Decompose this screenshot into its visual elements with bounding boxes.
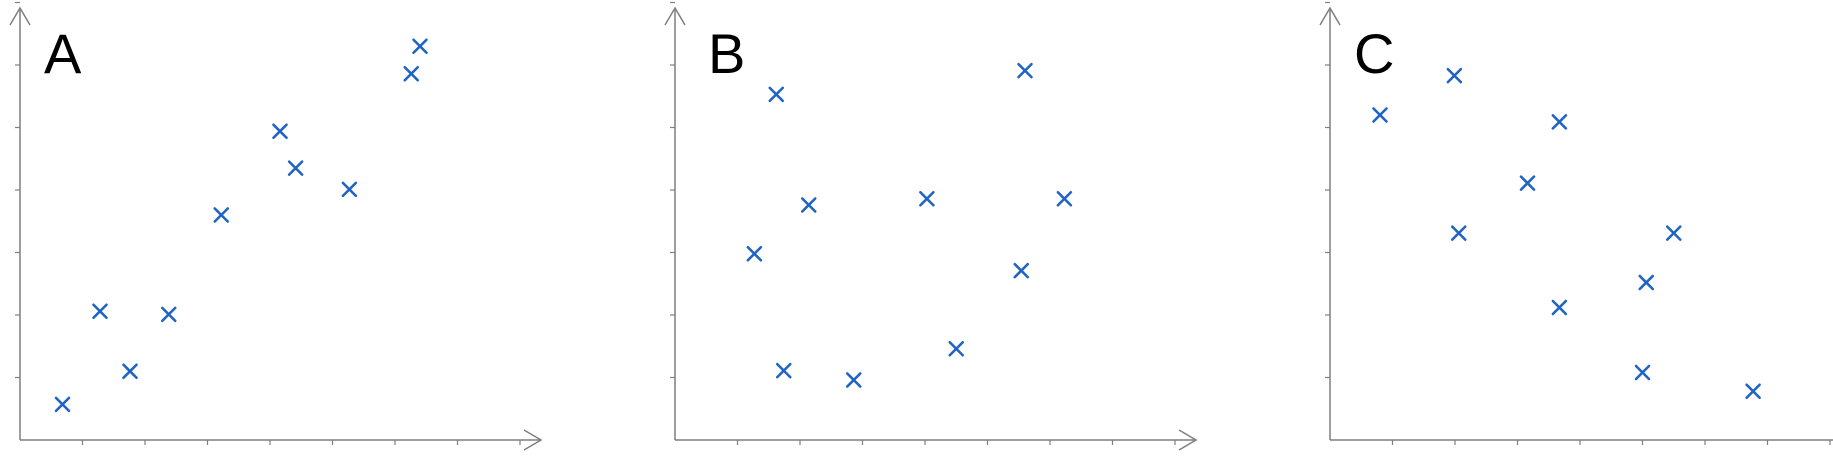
scatter-point	[768, 86, 785, 103]
y-axis-arrow	[664, 6, 686, 26]
x-axis-arrow	[1178, 429, 1198, 451]
scatter-point	[1372, 107, 1388, 123]
scatter-point	[1638, 274, 1655, 291]
scatter-point	[1017, 62, 1033, 79]
scatter-point	[1446, 67, 1463, 84]
panel-a-axes	[9, 1, 543, 451]
scatter-point	[213, 207, 230, 223]
scatter-point	[272, 123, 288, 140]
y-axis-arrow	[9, 6, 31, 26]
panel-b: B	[664, 1, 1198, 451]
scatter-point	[412, 38, 428, 55]
scatter-point	[1551, 114, 1568, 130]
panel-b-axes	[664, 1, 1198, 451]
scatter-point	[341, 181, 358, 198]
scatter-point	[160, 306, 177, 323]
panel-c-label: C	[1354, 22, 1394, 85]
scatter-point	[746, 245, 763, 262]
scatter-point	[1519, 175, 1536, 191]
scatter-point	[1551, 299, 1568, 316]
scatter-point	[122, 363, 138, 380]
scatter-point	[1634, 364, 1651, 381]
scatter-point	[287, 160, 304, 176]
panel-c: C	[1319, 1, 1833, 445]
scatter-point	[948, 340, 965, 357]
panel-b-label: B	[708, 22, 745, 85]
scatter-point	[919, 190, 935, 207]
scatter-point	[54, 396, 71, 413]
scatter-point	[800, 197, 817, 213]
scatter-point	[845, 372, 862, 388]
scatter-point	[92, 303, 108, 320]
x-axis-arrow	[523, 429, 543, 451]
y-axis-arrow	[1319, 6, 1341, 26]
scatter-point	[1665, 225, 1682, 241]
scatter-point	[775, 362, 792, 379]
scatter-point	[1450, 225, 1467, 241]
panel-a: A	[9, 1, 543, 451]
scatter-point	[403, 65, 420, 82]
panel-a-label: A	[44, 22, 82, 85]
scatter-point	[1013, 262, 1030, 279]
scatter-point	[1745, 383, 1761, 400]
panel-c-axes	[1319, 1, 1833, 445]
scatter-point	[1056, 190, 1073, 207]
